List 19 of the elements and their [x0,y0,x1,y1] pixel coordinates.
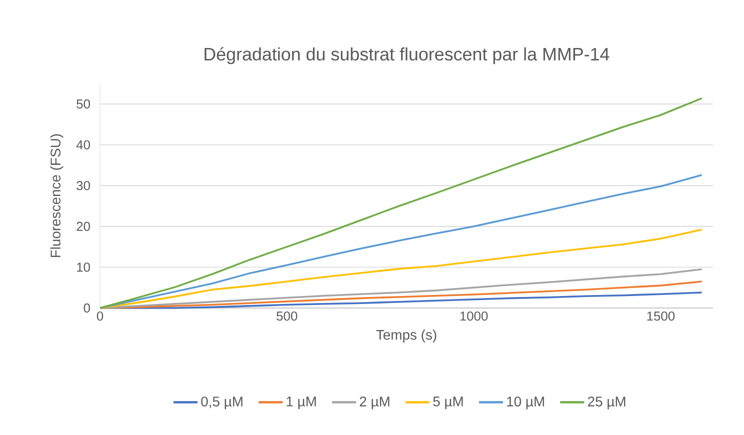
y-tick-label: 10 [77,262,90,272]
y-tick-label: 20 [76,222,90,231]
x-tick-label: 1000 [460,312,488,321]
y-axis-title: Fluorescence (FSU) [50,134,64,258]
legend-label: 10 µM [507,396,544,410]
y-tick-label: 40 [76,140,90,150]
y-tick-label: 0 [84,303,90,313]
x-tick-label: 500 [276,312,298,321]
legend-label: 25 µM [588,396,626,410]
y-tick-label: 50 [76,99,90,109]
legend-label: 1 µM [286,396,316,410]
chart-title: Dégradation du substrat fluorescent par la MMP-14 [204,47,610,64]
x-tick-label: 0 [96,312,104,321]
x-tick-label: 1500 [647,312,675,321]
x-axis-title: Temps (s) [376,330,436,343]
legend-label: 0,5 µM [201,396,242,410]
y-tick-label: 30 [76,181,90,190]
legend-label: 2 µM [360,396,390,410]
legend-label: 5 µM [433,396,463,410]
